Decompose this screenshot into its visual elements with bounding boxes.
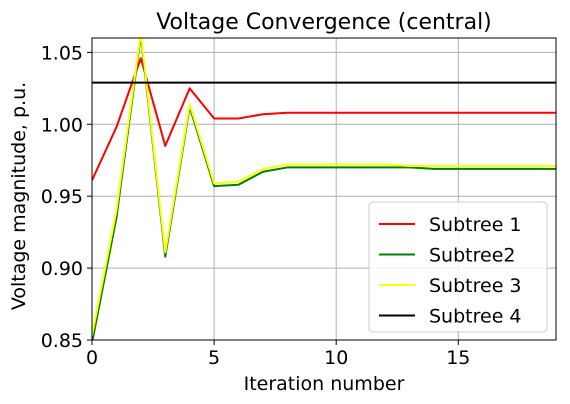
series-line-1 <box>92 57 556 181</box>
chart-title: Voltage Convergence (central) <box>156 10 492 35</box>
x-axis-label: Iteration number <box>244 373 405 395</box>
series-lines <box>92 38 556 340</box>
x-tick-label: 0 <box>86 347 98 369</box>
legend-label-1: Subtree 1 <box>429 214 522 236</box>
x-tick-label: 10 <box>324 347 348 369</box>
legend-label-2: Subtree2 <box>429 245 515 267</box>
plot-frame <box>91 37 557 341</box>
legend: Subtree 1 Subtree2 Subtree 3 Subtree 4 <box>368 201 548 333</box>
y-tick-label: 0.95 <box>41 186 83 208</box>
axis-ticks: 0 5 10 15 0.85 0.90 0.95 1.00 1.05 <box>41 42 471 369</box>
y-axis-label: Voltage magnitude, p.u. <box>8 82 30 310</box>
x-tick-label: 5 <box>208 347 220 369</box>
y-tick-label: 0.85 <box>41 330 83 352</box>
y-tick-label: 1.00 <box>41 114 83 136</box>
legend-box <box>368 201 548 333</box>
y-tick-label: 0.90 <box>41 258 83 280</box>
y-tick-label: 1.05 <box>41 42 83 64</box>
x-tick-label: 15 <box>446 347 470 369</box>
series-line-3 <box>92 38 556 336</box>
legend-label-3: Subtree 3 <box>429 275 522 297</box>
legend-label-4: Subtree 4 <box>429 306 522 328</box>
